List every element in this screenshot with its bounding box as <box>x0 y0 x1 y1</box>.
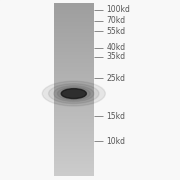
Text: 15kd: 15kd <box>106 112 125 121</box>
Ellipse shape <box>49 84 99 103</box>
Text: 35kd: 35kd <box>106 52 125 61</box>
Ellipse shape <box>54 86 94 102</box>
Ellipse shape <box>42 81 105 106</box>
Ellipse shape <box>57 87 90 100</box>
Text: 70kd: 70kd <box>106 16 125 25</box>
Text: 40kd: 40kd <box>106 43 125 52</box>
Text: 25kd: 25kd <box>106 74 125 83</box>
Ellipse shape <box>61 89 86 99</box>
Text: 10kd: 10kd <box>106 137 125 146</box>
Text: 55kd: 55kd <box>106 27 125 36</box>
Text: 100kd: 100kd <box>106 5 130 14</box>
